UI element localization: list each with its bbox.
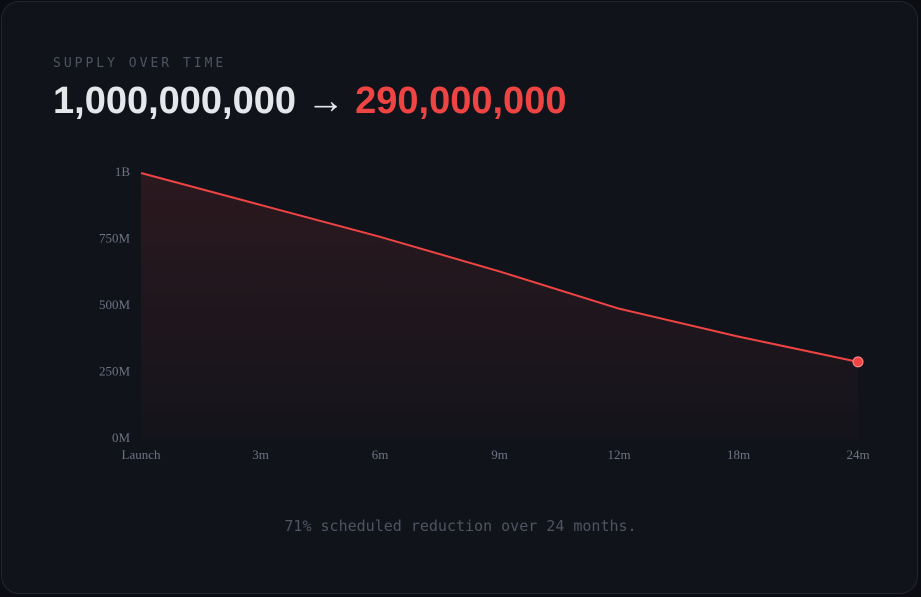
y-tick-label: 500M bbox=[99, 297, 131, 312]
to-value: 290,000,000 bbox=[355, 80, 567, 122]
y-tick-label: 0M bbox=[112, 430, 131, 445]
eyebrow: SUPPLY OVER TIME bbox=[53, 56, 227, 71]
end-marker bbox=[852, 356, 864, 368]
x-tick-label: Launch bbox=[122, 447, 161, 462]
headline: 1,000,000,000 → 290,000,000 bbox=[53, 80, 566, 123]
y-tick-label: 250M bbox=[99, 363, 131, 378]
footnote: 71% scheduled reduction over 24 months. bbox=[284, 517, 637, 535]
x-tick-label: 12m bbox=[607, 447, 630, 462]
from-value: 1,000,000,000 bbox=[53, 80, 297, 122]
y-tick-label: 750M bbox=[99, 230, 131, 245]
y-tick-label: 1B bbox=[115, 164, 131, 179]
x-tick-label: 6m bbox=[372, 447, 389, 462]
x-tick-label: 24m bbox=[846, 447, 869, 462]
area bbox=[141, 173, 858, 439]
x-tick-label: 18m bbox=[727, 447, 750, 462]
x-tick-label: 9m bbox=[491, 447, 508, 462]
arrow: → bbox=[306, 80, 345, 122]
x-tick-label: 3m bbox=[252, 447, 269, 462]
line bbox=[140, 172, 859, 363]
